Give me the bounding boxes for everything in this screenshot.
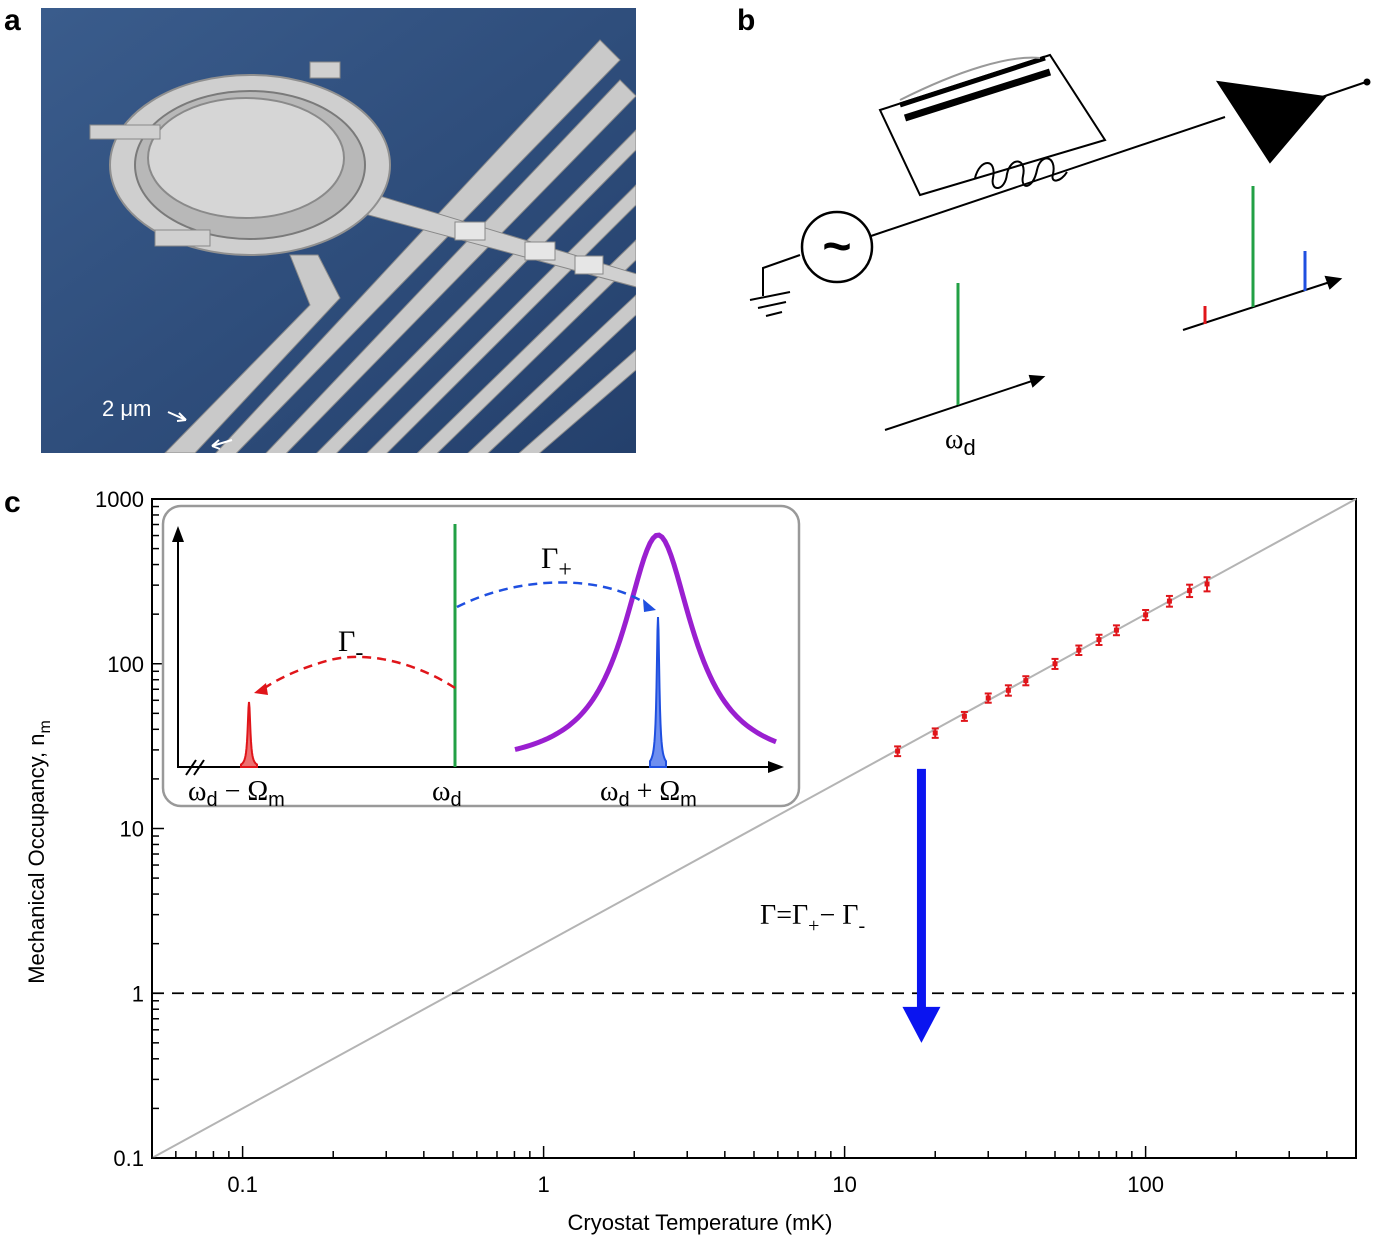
data-point	[1095, 633, 1103, 646]
point-marker	[1166, 598, 1172, 604]
data-point	[1142, 608, 1150, 622]
y-tick-label: 100	[107, 652, 144, 677]
point-marker	[1052, 661, 1058, 667]
lower-lead	[164, 254, 341, 453]
y-tick-label: 0.1	[113, 1146, 144, 1171]
inductor-icon	[974, 157, 1068, 189]
axis-break-icon	[185, 759, 205, 776]
inset-frame	[161, 504, 801, 808]
micrograph: 2 μm	[41, 8, 636, 453]
occupancy-chart: 0.1 1 10 100 0.1 1 10 100 1000	[95, 487, 1357, 1197]
point-marker	[1076, 647, 1082, 653]
point-marker	[1187, 588, 1193, 594]
data-point	[984, 692, 992, 704]
y-tick-label: 10	[120, 817, 144, 842]
point-marker	[1113, 627, 1119, 633]
gamma-plus-label: Γ+	[541, 542, 572, 583]
data-point	[931, 727, 939, 739]
ground-symbol	[749, 254, 801, 317]
input-spectrum-axis	[884, 379, 1036, 431]
point-marker	[1096, 637, 1102, 643]
cooling-arrow-head	[902, 1006, 941, 1043]
y-tick-label: 1	[132, 981, 144, 1006]
inset-label-drive: ωd	[432, 776, 462, 811]
source-tilde: ~	[822, 218, 851, 274]
point-marker	[932, 730, 938, 736]
gamma-minus-label: Γ-	[338, 625, 363, 666]
data-point	[1186, 583, 1194, 599]
gamma-minus-path	[261, 655, 456, 691]
inset-label-blue: ωd + Ωm	[600, 776, 697, 811]
data-point	[1022, 675, 1030, 687]
theory-line	[151, 498, 1357, 1159]
data-point	[1203, 576, 1211, 593]
data-point	[1075, 644, 1083, 657]
scale-bar-label: 2 μm	[102, 396, 151, 421]
micrograph-lines	[215, 39, 636, 453]
drum-membrane	[147, 97, 345, 219]
drive-frequency-label: ωd	[945, 424, 976, 460]
x-tick-label: 0.1	[227, 1172, 258, 1197]
data-point	[1165, 594, 1173, 608]
panel-label-b: b	[737, 4, 755, 37]
x-tick-label: 100	[1127, 1172, 1164, 1197]
point-marker	[1204, 581, 1210, 587]
microwave-source	[800, 210, 874, 284]
point-marker	[961, 713, 967, 719]
point-marker	[985, 695, 991, 701]
data-point	[1004, 684, 1012, 697]
blue-sideband-peak	[649, 616, 667, 768]
data-point	[960, 710, 968, 722]
point-marker	[895, 748, 901, 754]
transmission-line	[870, 116, 1226, 237]
point-marker	[1005, 687, 1011, 693]
cavity-lineshape	[514, 532, 777, 752]
scale-arrow-top	[167, 411, 187, 422]
point-marker	[1143, 612, 1149, 618]
scale-arrow-bottom	[211, 439, 233, 450]
y-tick-label: 1000	[95, 487, 144, 512]
inset-label-red: ωd − Ωm	[188, 776, 285, 811]
x-tick-label: 10	[832, 1172, 856, 1197]
point-marker	[1023, 678, 1029, 684]
x-tick-label: 1	[537, 1172, 549, 1197]
x-axis-title: Cryostat Temperature (mK)	[568, 1210, 833, 1235]
circuit-diagram	[749, 53, 1371, 431]
data-point	[1051, 657, 1059, 670]
red-sideband-peak	[240, 701, 258, 768]
amplifier-icon	[1215, 80, 1327, 164]
inset: Γ+ Γ- ωd − Ωm ωd ωd + Ωm	[161, 504, 801, 811]
data-point	[1112, 624, 1120, 637]
y-axis-title: Mechanical Occupancy, nm	[24, 720, 54, 984]
net-rate-label: Γ=Γ+− Γ-	[760, 900, 865, 937]
panel-label-a: a	[4, 4, 21, 37]
data-point	[894, 745, 902, 758]
panel-label-c: c	[4, 486, 21, 519]
